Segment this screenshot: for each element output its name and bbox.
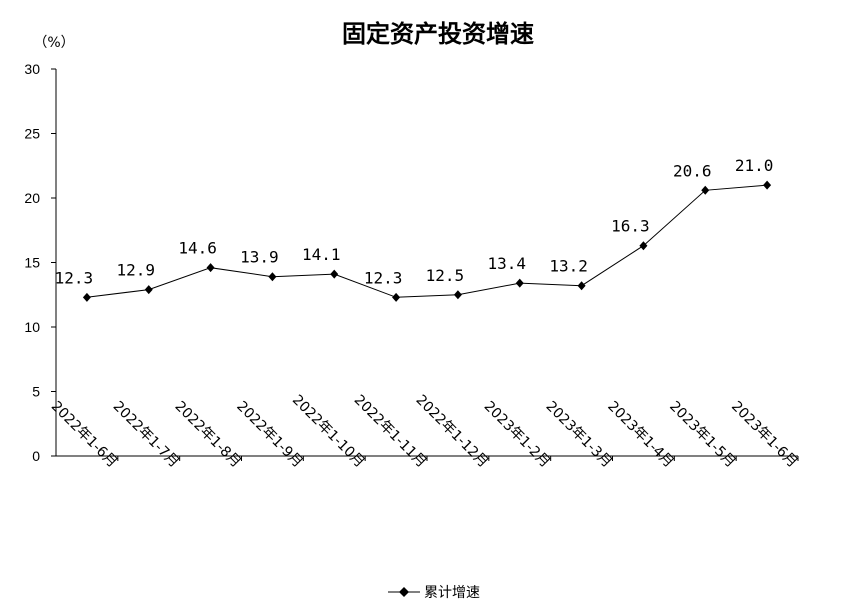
y-tick-label: 20 [24, 190, 40, 206]
data-point [392, 292, 401, 302]
data-point [453, 290, 462, 300]
y-tick-label: 15 [24, 255, 40, 271]
y-tick-label: 0 [32, 448, 40, 464]
data-point [82, 292, 91, 302]
data-label: 12.3 [364, 268, 403, 287]
data-point [639, 241, 648, 251]
data-point [515, 278, 524, 288]
series-line [86, 184, 768, 298]
x-tick-label: 2023年1-6月 [728, 398, 800, 470]
y-tick-label: 30 [24, 61, 40, 77]
data-label: 13.4 [487, 254, 526, 273]
y-tick-label: 10 [24, 319, 40, 335]
chart-title: 固定资产投资增速 [342, 19, 534, 48]
series-group [82, 180, 772, 302]
data-point [206, 263, 215, 273]
y-tick-label: 5 [32, 384, 40, 400]
data-point [577, 281, 586, 291]
data-label: 12.3 [55, 268, 94, 287]
data-label: 12.9 [116, 261, 155, 280]
legend: 累计增速 [388, 585, 480, 601]
y-tick-label: 25 [24, 126, 40, 142]
y-ticks: 0 5 10 15 20 25 30 [24, 61, 56, 464]
data-point [763, 180, 772, 190]
data-label: 13.9 [240, 248, 279, 267]
data-label: 14.1 [302, 245, 341, 264]
data-label: 20.6 [673, 161, 712, 180]
data-labels: 12.3 12.9 14.6 13.9 14.1 12.3 12.5 13.4 13.2 16.3… [55, 156, 774, 287]
y-unit-label: （%） [33, 35, 74, 51]
data-label: 13.2 [549, 257, 588, 276]
x-ticks: 2022年1-6月2022年1-7月2022年1-8月2022年1-9月2022… [48, 392, 801, 471]
data-label: 14.6 [178, 239, 217, 258]
data-point [144, 285, 153, 295]
data-point [268, 272, 277, 282]
data-point [330, 269, 339, 279]
legend-label: 累计增速 [424, 585, 480, 601]
data-label: 16.3 [611, 217, 650, 236]
legend-marker [399, 587, 409, 597]
data-point [701, 185, 710, 195]
data-label: 12.5 [426, 266, 465, 285]
data-label: 21.0 [735, 156, 774, 175]
